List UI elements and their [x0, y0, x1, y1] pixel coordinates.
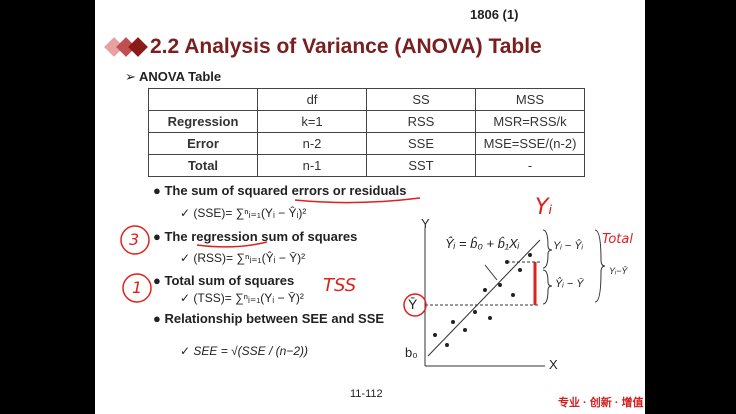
underline — [294, 197, 421, 204]
annotation: Yᵢ — [535, 195, 553, 220]
formula-text: (RSS)= ∑ⁿᵢ₌₁(Ŷᵢ − Ȳ)² — [193, 251, 306, 265]
regression-line — [427, 239, 541, 357]
bullet-text: The sum of squared errors or residuals — [164, 183, 407, 198]
bullet-text: Relationship between SEE and SSE — [164, 311, 385, 326]
section: ➢ ANOVA Table — [125, 69, 222, 84]
section-text: ANOVA Table — [139, 69, 222, 84]
cell: SST — [366, 154, 476, 177]
header-cell: MSS — [475, 88, 585, 111]
formula: ✓ (RSS)= ∑ⁿᵢ₌₁(Ŷᵢ − Ȳ)² — [180, 251, 306, 265]
bullet-text: The regression sum of squares — [164, 229, 358, 244]
mean-label: Ȳ — [408, 296, 418, 312]
brace — [542, 229, 553, 269]
cell: - — [475, 154, 585, 177]
total-label: Yᵢ−Ȳ — [609, 266, 628, 276]
cell: n-1 — [257, 154, 367, 177]
pointer — [484, 264, 498, 281]
formula-text: (TSS)= ∑ⁿᵢ₌₁(Yᵢ − Ȳ)² — [193, 291, 304, 305]
circle — [403, 293, 427, 317]
bullet: ● The sum of squared errors or residuals — [153, 183, 407, 198]
formula: ✓ (SSE)= ∑ⁿᵢ₌₁(Yᵢ − Ŷᵢ)² — [180, 206, 307, 220]
diagram — [120, 197, 606, 367]
bullet: ● The regression sum of squares — [153, 229, 358, 244]
brace — [542, 269, 553, 305]
bullet: ● Relationship between SEE and SSE — [153, 311, 385, 326]
points — [433, 253, 532, 347]
title: 2.2 Analysis of Variance (ANOVA) Table — [150, 35, 542, 58]
axis-label: Y — [421, 216, 430, 231]
explained-label: Ŷᵢ − Ȳ — [555, 278, 584, 290]
formula-text: SEE = √(SSE / (n−2)) — [193, 344, 309, 358]
annotation: 1 — [132, 278, 143, 297]
title-icon — [104, 37, 148, 57]
row-label: Total — [148, 154, 258, 177]
row-label: Error — [148, 132, 258, 155]
intercept-label: b₀ — [405, 345, 418, 360]
formula: ✓ SEE = √(SSE / (n−2)) — [180, 344, 309, 358]
slide: 1806 (1) 2.2 Analysis of Variance (ANOVA… — [95, 0, 645, 414]
cell: n-2 — [257, 132, 367, 155]
formula: ✓ (TSS)= ∑ⁿᵢ₌₁(Yᵢ − Ȳ)² — [180, 291, 304, 305]
bullet: ● Total sum of squares — [153, 273, 295, 288]
annotation: 3 — [129, 230, 140, 249]
anova-table: df SS MSS Regression k=1 RSS MSR=RSS/k Erro… — [148, 88, 585, 177]
cell: RSS — [366, 110, 476, 133]
page-code: 1806 (1) — [470, 7, 519, 22]
axis-label: X — [549, 357, 558, 372]
underline — [196, 241, 268, 248]
bullet-text: Total sum of squares — [164, 273, 295, 288]
formula-text: (SSE)= ∑ⁿᵢ₌₁(Yᵢ − Ŷᵢ)² — [193, 206, 307, 220]
brace — [594, 229, 606, 303]
circle — [122, 273, 152, 303]
residual-label: Yᵢ − Ŷᵢ — [553, 240, 583, 252]
annotation: TSS — [323, 275, 357, 296]
equation: Ŷᵢ = b̂₀ + b̂₁Xᵢ — [445, 236, 520, 251]
circle — [120, 225, 150, 255]
annotation: Total — [602, 232, 633, 247]
page-number: 11-112 — [350, 388, 383, 400]
brand: 专业 · 创新 · 增值 — [558, 397, 644, 409]
